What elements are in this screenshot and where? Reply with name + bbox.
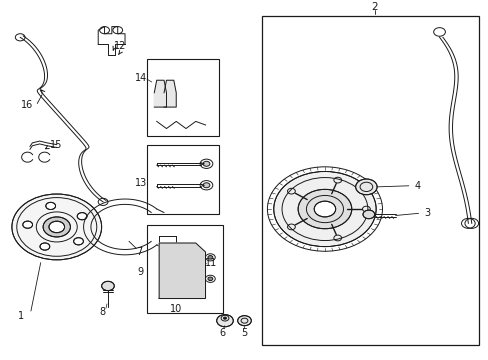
Text: 12: 12 [114, 41, 126, 51]
Circle shape [223, 317, 226, 319]
Text: 13: 13 [135, 178, 147, 188]
Text: 6: 6 [219, 328, 225, 338]
Circle shape [77, 213, 87, 220]
Text: 5: 5 [241, 328, 247, 338]
Circle shape [12, 194, 102, 260]
Circle shape [43, 217, 70, 237]
Circle shape [314, 201, 335, 217]
Text: 9: 9 [137, 267, 143, 276]
Text: 16: 16 [21, 100, 34, 110]
Circle shape [74, 238, 83, 245]
Text: 7: 7 [136, 247, 142, 257]
Text: 10: 10 [170, 303, 182, 314]
Bar [147, 145, 219, 215]
Circle shape [46, 202, 56, 210]
Bar [147, 59, 219, 136]
Circle shape [40, 243, 50, 250]
Text: 3: 3 [424, 208, 429, 218]
Circle shape [273, 171, 375, 247]
Text: 4: 4 [414, 181, 420, 191]
Text: 11: 11 [205, 258, 217, 268]
Circle shape [216, 315, 233, 327]
Circle shape [207, 277, 212, 280]
Text: 14: 14 [135, 73, 147, 84]
Circle shape [49, 221, 64, 233]
Circle shape [207, 256, 212, 259]
Circle shape [355, 179, 376, 195]
Circle shape [298, 189, 351, 229]
Circle shape [237, 316, 251, 326]
Polygon shape [159, 243, 205, 298]
Text: 2: 2 [371, 2, 378, 12]
Circle shape [102, 281, 114, 291]
Polygon shape [154, 80, 166, 107]
Polygon shape [163, 80, 176, 107]
Circle shape [203, 183, 209, 188]
Text: 8: 8 [99, 307, 105, 317]
Bar [261, 16, 478, 345]
Text: 15: 15 [49, 140, 62, 150]
Circle shape [203, 161, 209, 166]
Bar [147, 225, 222, 313]
Circle shape [362, 210, 374, 219]
Text: 1: 1 [18, 311, 24, 321]
Circle shape [23, 221, 33, 228]
